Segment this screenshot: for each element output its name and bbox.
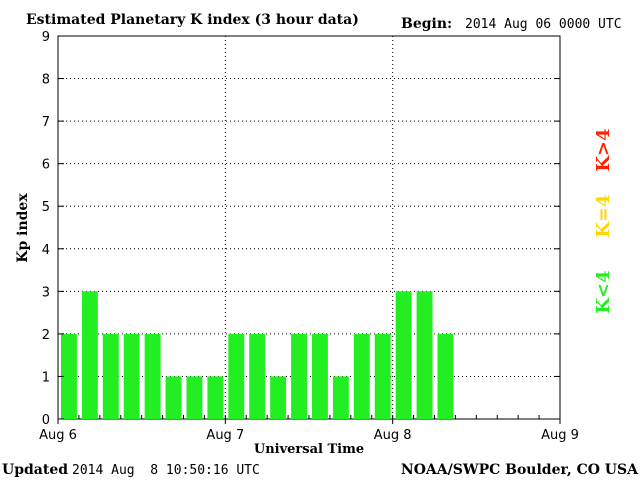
legend-item-k-equal-4: K=4 (593, 194, 614, 237)
kp-bar (291, 333, 307, 419)
kp-bar (102, 333, 119, 419)
kp-bar (61, 333, 77, 419)
kp-bar (81, 291, 98, 419)
y-tick-label: 7 (42, 115, 50, 130)
y-axis-label: Kp index (15, 193, 31, 263)
kp-bar (228, 333, 245, 419)
x-axis: Aug 6 Aug 7 Aug 8 Aug 9 (39, 415, 579, 443)
begin-value: 2014 Aug 06 0000 UTC (465, 17, 622, 32)
begin-label: Begin: (401, 16, 452, 32)
kp-bar (332, 376, 349, 419)
kp-bar (312, 333, 328, 419)
kp-bar (353, 333, 370, 419)
y-tick-label: 6 (42, 158, 50, 173)
x-tick-label: Aug 9 (541, 428, 579, 443)
bars (61, 291, 454, 419)
legend-item-k-greater-4: K>4 (593, 128, 614, 171)
kp-bar (437, 333, 454, 419)
kp-bar (395, 291, 412, 419)
y-tick-label: 0 (42, 413, 50, 428)
kp-bar (186, 376, 203, 419)
y-tick-label: 2 (42, 328, 50, 343)
y-tick-label: 9 (42, 30, 50, 45)
legend-item-k-less-4: K<4 (593, 270, 614, 313)
kp-bar (165, 376, 182, 419)
kp-bar (144, 333, 161, 419)
kp-bar (207, 376, 224, 419)
x-axis-label: Universal Time (254, 442, 364, 457)
x-tick-label: Aug 8 (374, 428, 412, 443)
legend: K>4 K=4 K<4 (593, 128, 614, 313)
updated-value: 2014 Aug 8 10:50:16 UTC (72, 463, 260, 478)
kp-bar (249, 333, 266, 419)
plot-area: 0 1 2 3 4 5 6 7 8 9 Aug 6 Aug 7 Aug 8 Aug 9 (39, 30, 579, 443)
plot-frame (57, 35, 561, 420)
kp-bar (416, 291, 433, 419)
x-tick-label: Aug 7 (206, 428, 244, 443)
y-tick-label: 3 (42, 285, 50, 300)
source-credit: NOAA/SWPC Boulder, CO USA (401, 462, 639, 478)
kp-bar (374, 333, 391, 419)
y-tick-label: 5 (42, 200, 50, 215)
kp-bar (270, 376, 287, 419)
kp-bar (123, 333, 140, 419)
chart-title: Estimated Planetary K index (3 hour data… (26, 12, 359, 28)
y-tick-label: 4 (42, 243, 50, 258)
y-tick-label: 1 (42, 370, 50, 385)
y-tick-label: 8 (42, 73, 50, 88)
x-tick-label: Aug 6 (39, 428, 77, 443)
y-axis: 0 1 2 3 4 5 6 7 8 9 (42, 30, 560, 428)
updated-label: Updated (2, 462, 68, 478)
